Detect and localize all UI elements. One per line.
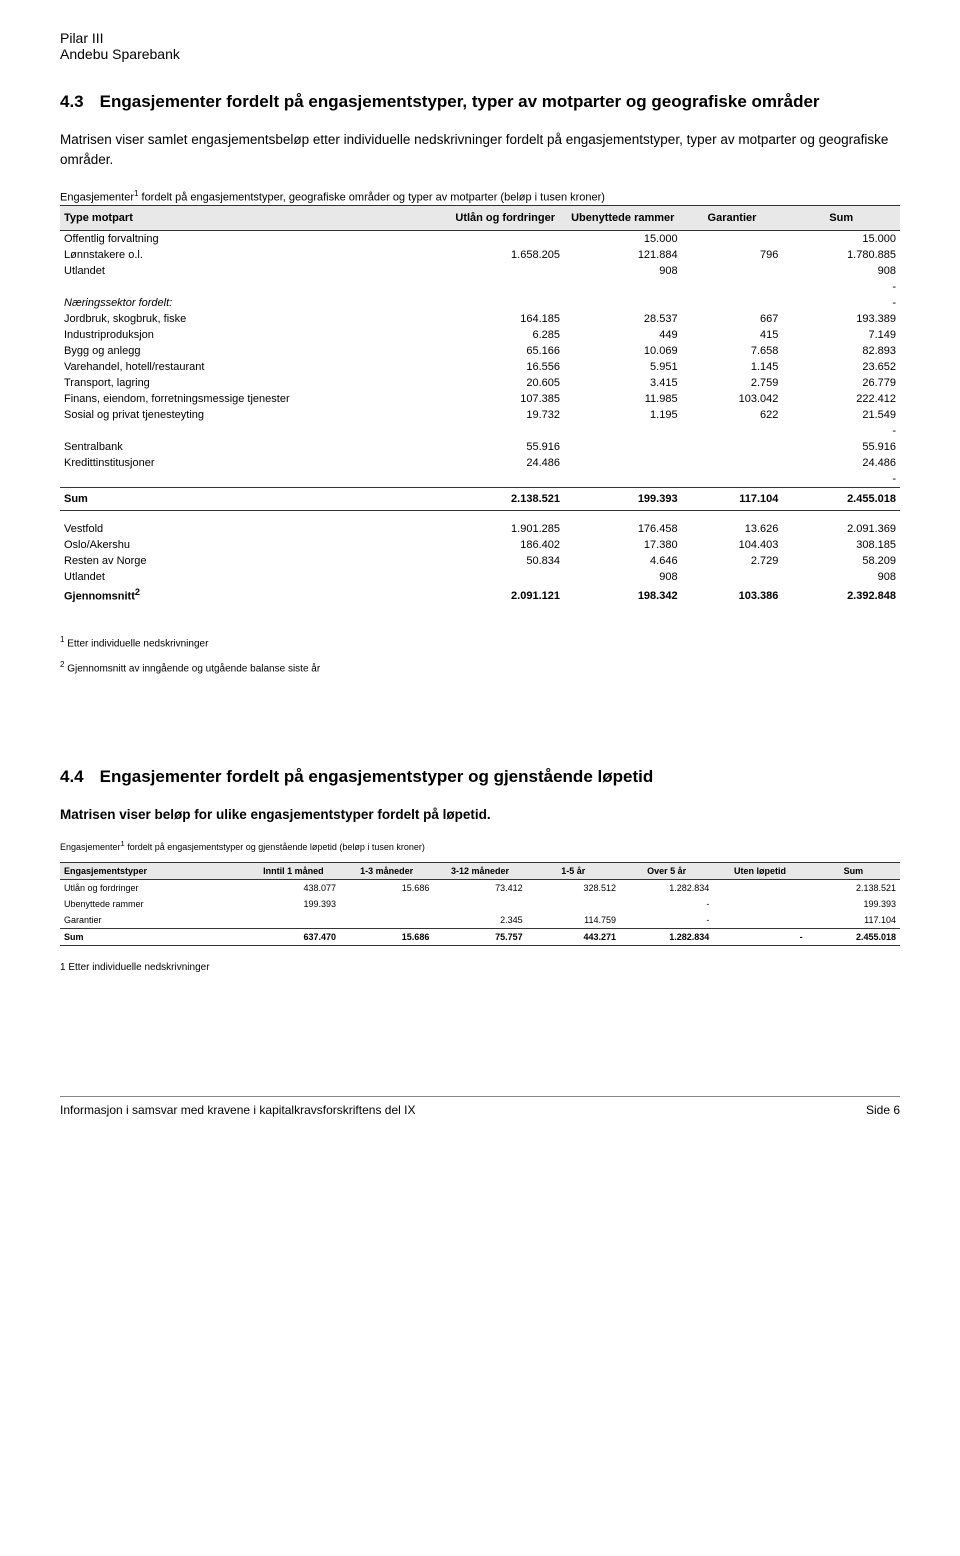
section-4-4-title: 4.4 Engasjementer fordelt på engasjement… — [60, 767, 900, 787]
th: 1-3 måneder — [340, 863, 433, 880]
section-4-3-intro: Matrisen viser samlet engasjementsbeløp … — [60, 130, 900, 171]
table1-footnote2: 2 Gjennomsnitt av inngående og utgående … — [60, 659, 900, 677]
section-4-3-title: 4.3 Engasjementer fordelt på engasjement… — [60, 92, 900, 112]
section-number: 4.4 — [60, 767, 84, 787]
table-row: Utlån og fordringer438.07715.68673.41232… — [60, 880, 900, 897]
section-heading: Engasjementer fordelt på engasjementstyp… — [100, 92, 820, 112]
table-row: Næringssektor fordelt:- — [60, 295, 900, 311]
table-row: Jordbruk, skogbruk, fiske164.18528.53766… — [60, 311, 900, 327]
table-row: Kredittinstitusjoner24.48624.486 — [60, 455, 900, 471]
table-row: Offentlig forvaltning15.00015.000 — [60, 231, 900, 248]
page-footer: Informasjon i samsvar med kravene i kapi… — [60, 1096, 900, 1117]
table-row: Sum637.47015.68675.757443.2711.282.834-2… — [60, 929, 900, 946]
caption-post: fordelt på engasjementstyper, geografisk… — [138, 191, 605, 203]
table-row: Utlandet908908 — [60, 263, 900, 279]
th: Uten løpetid — [713, 863, 806, 880]
table-row: Resten av Norge50.8344.6462.72958.209 — [60, 553, 900, 569]
table-row: Ubenyttede rammer199.393-199.393 — [60, 896, 900, 912]
th: 3-12 måneder — [433, 863, 526, 880]
section-number: 4.3 — [60, 92, 84, 112]
th-guarantees: Garantier — [682, 206, 783, 231]
header-line2: Andebu Sparebank — [60, 46, 900, 62]
th: Inntil 1 måned — [247, 863, 340, 880]
table1-caption: Engasjementer1 fordelt på engasjementsty… — [60, 189, 900, 204]
th-loans: Utlån og fordringer — [446, 206, 564, 231]
footer-right: Side 6 — [866, 1103, 900, 1117]
table-row: - — [60, 423, 900, 439]
table-row: Sosial og privat tjenesteyting19.7321.19… — [60, 407, 900, 423]
table-row: Vestfold1.901.285176.45813.6262.091.369 — [60, 521, 900, 537]
table2-header-row: EngasjementstyperInntil 1 måned1-3 måned… — [60, 863, 900, 880]
table-row: Gjennomsnitt22.091.121198.342103.3862.39… — [60, 585, 900, 605]
table2-caption: Engasjementer1 fordelt på engasjementsty… — [60, 839, 900, 852]
table-row: - — [60, 279, 900, 295]
caption-post: fordelt på engasjementstyper og gjenståe… — [125, 842, 425, 852]
engagement-table: Type motpart Utlån og fordringer Ubenytt… — [60, 205, 900, 604]
table-row: Transport, lagring20.6053.4152.75926.779 — [60, 375, 900, 391]
footer-left: Informasjon i samsvar med kravene i kapi… — [60, 1103, 415, 1117]
th: Sum — [807, 863, 900, 880]
document-header: Pilar III Andebu Sparebank — [60, 30, 900, 62]
table1-footnote1: 1 Etter individuelle nedskrivninger — [60, 634, 900, 652]
table-row: Bygg og anlegg65.16610.0697.65882.893 — [60, 343, 900, 359]
maturity-table: EngasjementstyperInntil 1 måned1-3 måned… — [60, 862, 900, 946]
header-line1: Pilar III — [60, 30, 900, 46]
table-row: Oslo/Akershu186.40217.380104.403308.185 — [60, 537, 900, 553]
table1-header-row: Type motpart Utlån og fordringer Ubenytt… — [60, 206, 900, 231]
th-type: Type motpart — [60, 206, 446, 231]
table-row: Varehandel, hotell/restaurant16.5565.951… — [60, 359, 900, 375]
table-row: - — [60, 471, 900, 488]
th-unused: Ubenyttede rammer — [564, 206, 682, 231]
caption-pre: Engasjementer — [60, 842, 121, 852]
section-4-4-intro: Matrisen viser beløp for ulike engasjeme… — [60, 805, 900, 825]
table-row: Industriproduksjon6.2854494157.149 — [60, 327, 900, 343]
section-heading: Engasjementer fordelt på engasjementstyp… — [100, 767, 654, 787]
table-row: Garantier2.345114.759-117.104 — [60, 912, 900, 929]
th: Engasjementstyper — [60, 863, 247, 880]
table-row: Sum2.138.521199.393117.1042.455.018 — [60, 488, 900, 511]
th: 1-5 år — [527, 863, 620, 880]
table-row: Lønnstakere o.l.1.658.205121.8847961.780… — [60, 247, 900, 263]
th: Over 5 år — [620, 863, 713, 880]
caption-pre: Engasjementer — [60, 191, 134, 203]
table-row: Sentralbank55.91655.916 — [60, 439, 900, 455]
table2-footnote: 1 Etter individuelle nedskrivninger — [60, 960, 900, 976]
th-sum: Sum — [782, 206, 900, 231]
table-row: Utlandet908908 — [60, 569, 900, 585]
table-row: Finans, eiendom, forretningsmessige tjen… — [60, 391, 900, 407]
